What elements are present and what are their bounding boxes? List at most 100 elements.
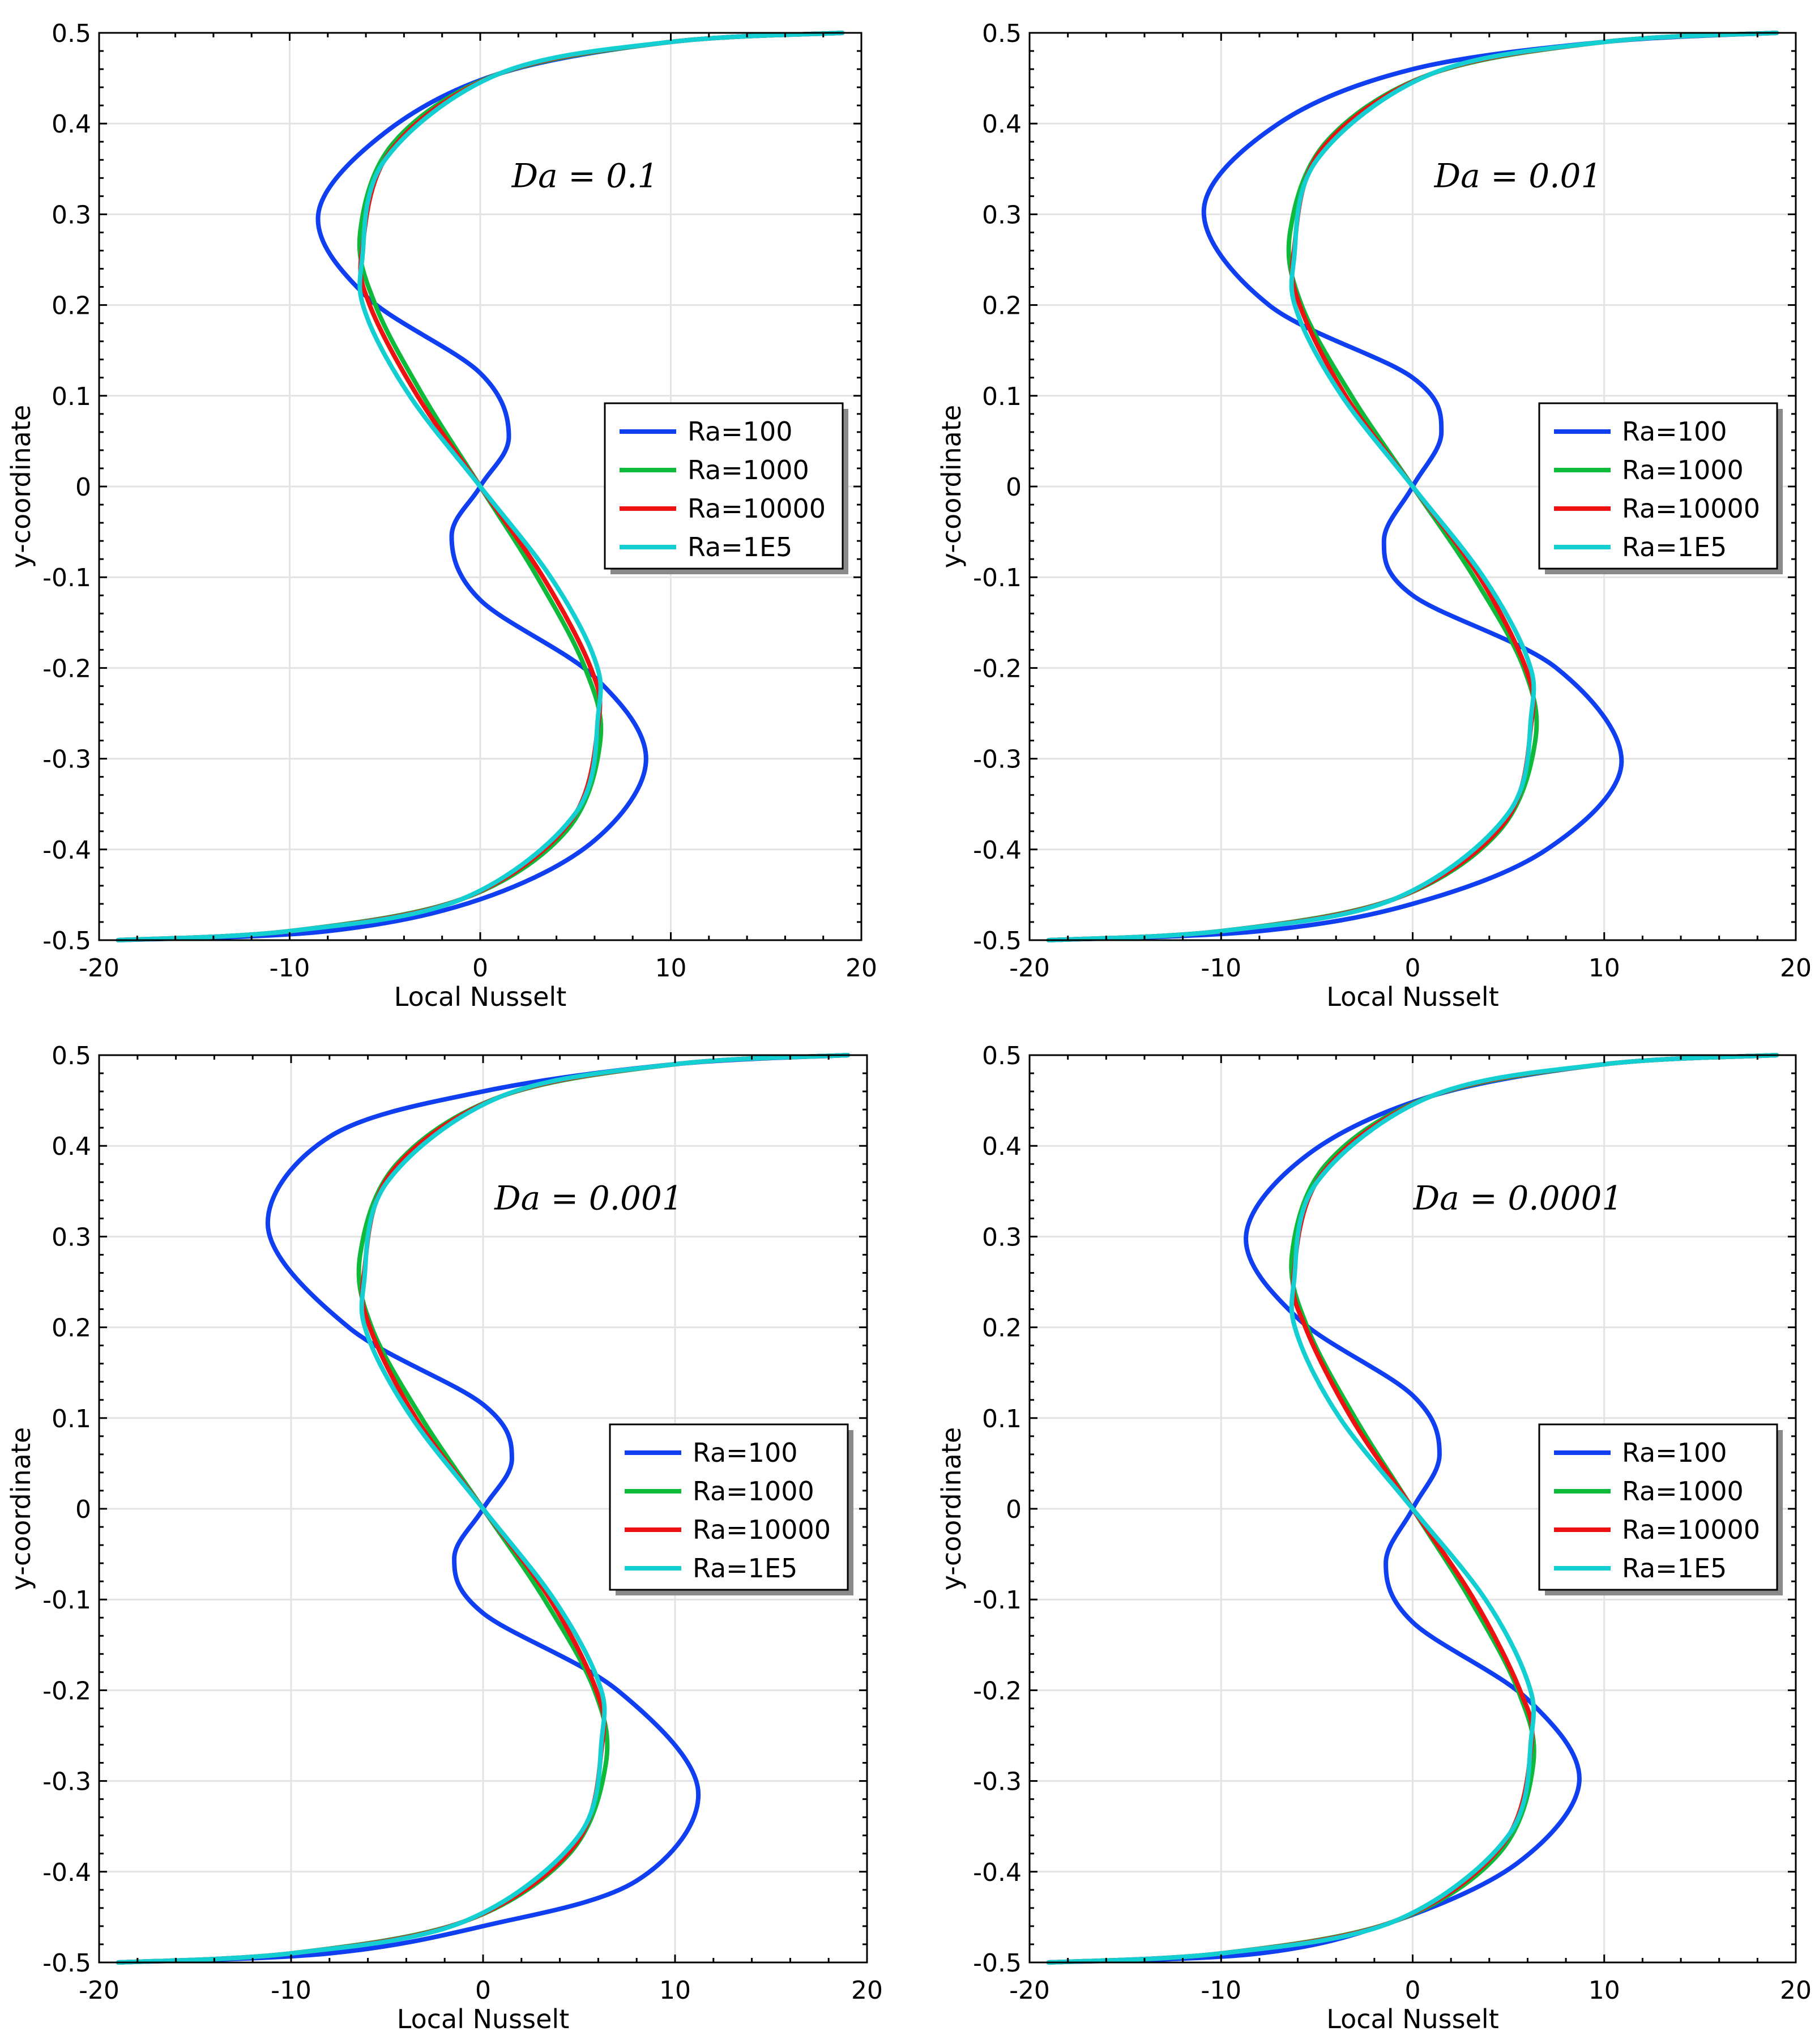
y-tick-label: -0.3 xyxy=(42,1768,91,1796)
y-tick-label: -0.4 xyxy=(973,1858,1022,1887)
y-tick-label: 0.2 xyxy=(52,1314,91,1343)
y-tick-label: 0.5 xyxy=(982,19,1022,48)
x-axis-label: Local Nusselt xyxy=(1326,2004,1498,2034)
legend-entry-label: Ra=100 xyxy=(1622,1437,1727,1468)
y-tick-label: 0.3 xyxy=(982,1223,1022,1252)
x-tick-label: 0 xyxy=(1405,954,1421,983)
y-tick-label: 0.1 xyxy=(52,1405,91,1433)
x-tick-label: 0 xyxy=(475,1976,491,2005)
y-tick-label: 0.4 xyxy=(982,1132,1022,1161)
legend-entry-label: Ra=10000 xyxy=(1622,493,1760,524)
y-tick-label: 0.5 xyxy=(982,1042,1022,1070)
x-tick-label: 10 xyxy=(659,1976,691,2005)
y-axis-label: y-coordinate xyxy=(6,1427,36,1590)
y-tick-label: 0 xyxy=(75,1495,91,1524)
y-tick-label: 0 xyxy=(75,473,91,502)
darcy-annotation: Da = 0.1 xyxy=(511,156,659,195)
y-tick-label: -0.3 xyxy=(973,1768,1022,1796)
legend-entry-label: Ra=1000 xyxy=(693,1476,814,1507)
legend-entry-label: Ra=1000 xyxy=(688,455,809,485)
legend-entry-label: Ra=10000 xyxy=(1622,1514,1760,1545)
y-tick-label: 0.5 xyxy=(52,1042,91,1070)
legend-entry-label: Ra=1E5 xyxy=(688,532,792,562)
y-tick-label: 0 xyxy=(1006,473,1022,502)
x-tick-label: 10 xyxy=(1589,1976,1620,2005)
x-tick-label: 10 xyxy=(1589,954,1620,983)
x-tick-label: -10 xyxy=(1201,954,1241,983)
legend-entry-label: Ra=1E5 xyxy=(1622,1553,1727,1584)
series-line-ra-1e5 xyxy=(1046,1053,1779,1965)
x-tick-label: -10 xyxy=(270,954,310,983)
y-tick-label: -0.4 xyxy=(973,836,1022,865)
x-axis-label: Local Nusselt xyxy=(1326,982,1498,1012)
y-tick-label: -0.5 xyxy=(973,927,1022,955)
y-tick-label: 0.1 xyxy=(982,382,1022,411)
legend-entry-label: Ra=1E5 xyxy=(693,1553,797,1584)
series-line-ra-1e5 xyxy=(116,31,845,942)
legend-entry-label: Ra=100 xyxy=(688,416,792,447)
y-tick-label: -0.5 xyxy=(42,927,91,955)
legend-entry-label: Ra=1000 xyxy=(1622,455,1744,485)
y-tick-label: -0.1 xyxy=(973,1586,1022,1615)
legend-entry-label: Ra=100 xyxy=(693,1437,797,1468)
y-tick-label: -0.3 xyxy=(42,745,91,774)
y-tick-label: 0.1 xyxy=(982,1405,1022,1433)
y-tick-label: 0.2 xyxy=(982,292,1022,321)
darcy-annotation: Da = 0.01 xyxy=(1434,156,1602,195)
y-tick-label: 0 xyxy=(1006,1495,1022,1524)
series-line-ra-1e5 xyxy=(116,1053,851,1965)
legend-entry-label: Ra=10000 xyxy=(688,493,826,524)
x-tick-label: -20 xyxy=(1009,954,1050,983)
chart-panel-4: -20 -10 0 10 20 0.5 0.4 0.3 0.2 0.1 0 -0.1 -0.2 -0.3 -… xyxy=(936,1042,1812,2034)
x-tick-label: -20 xyxy=(79,954,119,983)
y-tick-label: -0.5 xyxy=(42,1949,91,1978)
y-tick-label: -0.2 xyxy=(42,654,91,683)
legend-entry-label: Ra=100 xyxy=(1622,416,1727,447)
y-tick-label: 0.4 xyxy=(52,110,91,139)
chart-panel-1: -20 -10 0 10 20 0.5 0.4 0.3 0.2 0.1 0 -0.1 -0.2 -0.3 -… xyxy=(6,19,877,1012)
y-tick-label: 0.5 xyxy=(52,19,91,48)
y-tick-label: 0.2 xyxy=(52,292,91,321)
y-tick-label: -0.3 xyxy=(973,745,1022,774)
y-tick-label: -0.2 xyxy=(973,654,1022,683)
x-tick-label: 20 xyxy=(1780,954,1812,983)
y-tick-label: -0.4 xyxy=(42,836,91,865)
y-tick-label: -0.2 xyxy=(42,1676,91,1705)
y-axis-label: y-coordinate xyxy=(936,405,967,568)
x-tick-label: 0 xyxy=(472,954,488,983)
y-tick-label: 0.3 xyxy=(52,200,91,229)
y-tick-label: -0.1 xyxy=(42,1586,91,1615)
y-tick-label: -0.1 xyxy=(973,564,1022,592)
series-line-ra-1e5 xyxy=(1046,31,1779,942)
x-tick-label: 10 xyxy=(655,954,687,983)
x-axis-label: Local Nusselt xyxy=(397,2004,569,2034)
y-tick-label: 0.1 xyxy=(52,382,91,411)
darcy-annotation: Da = 0.0001 xyxy=(1413,1179,1623,1217)
chart-panel-3: -20 -10 0 10 20 0.5 0.4 0.3 0.2 0.1 0 -0.1 -0.2 -0.3 -… xyxy=(6,1042,883,2034)
y-tick-label: -0.5 xyxy=(973,1949,1022,1978)
x-tick-label: 20 xyxy=(846,954,877,983)
chart-panel-2: -20 -10 0 10 20 0.5 0.4 0.3 0.2 0.1 0 -0.1 -0.2 -0.3 -… xyxy=(936,19,1812,1012)
x-tick-label: -10 xyxy=(271,1976,311,2005)
legend-entry-label: Ra=10000 xyxy=(693,1514,831,1545)
y-tick-label: -0.4 xyxy=(42,1858,91,1887)
x-tick-label: 0 xyxy=(1405,1976,1421,2005)
y-axis-label: y-coordinate xyxy=(6,405,36,568)
x-tick-label: 20 xyxy=(851,1976,883,2005)
y-tick-label: 0.2 xyxy=(982,1314,1022,1343)
legend-entry-label: Ra=1000 xyxy=(1622,1476,1744,1507)
x-tick-label: -10 xyxy=(1201,1976,1241,2005)
y-axis-label: y-coordinate xyxy=(936,1427,967,1590)
y-tick-label: -0.1 xyxy=(42,564,91,592)
x-axis-label: Local Nusselt xyxy=(394,982,566,1012)
y-tick-label: 0.4 xyxy=(982,110,1022,139)
y-tick-label: 0.4 xyxy=(52,1132,91,1161)
legend-entry-label: Ra=1E5 xyxy=(1622,532,1727,562)
x-tick-label: 20 xyxy=(1780,1976,1812,2005)
x-tick-label: -20 xyxy=(1009,1976,1050,2005)
x-tick-label: -20 xyxy=(79,1976,119,2005)
y-tick-label: 0.3 xyxy=(982,200,1022,229)
darcy-annotation: Da = 0.001 xyxy=(494,1179,683,1217)
y-tick-label: 0.3 xyxy=(52,1223,91,1252)
